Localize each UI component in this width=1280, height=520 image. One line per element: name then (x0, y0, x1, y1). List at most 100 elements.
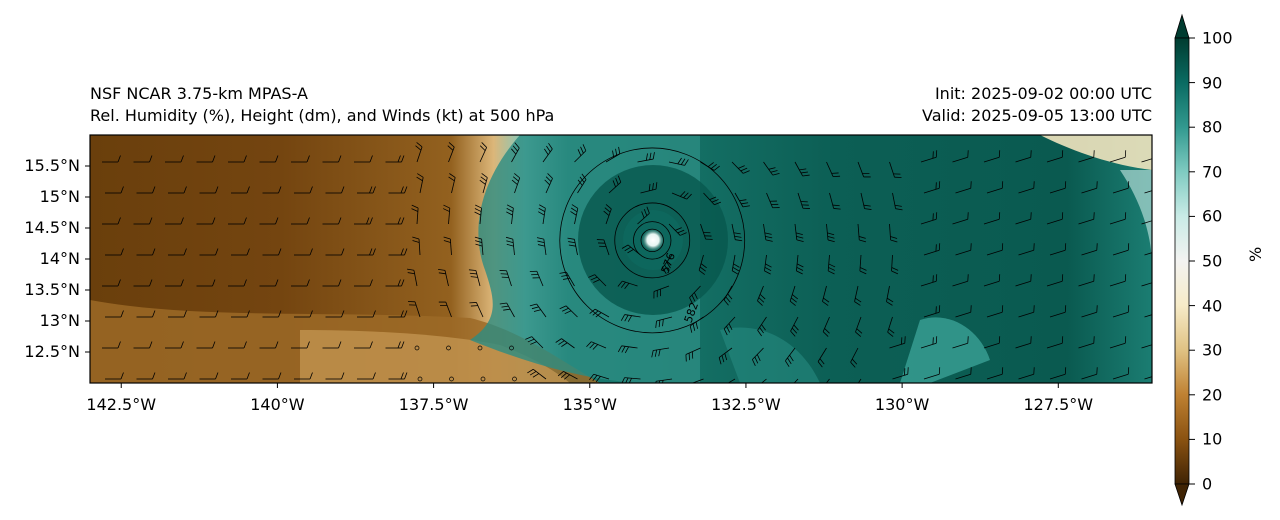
wind-barb (407, 301, 421, 318)
wind-barb (1078, 212, 1095, 225)
wind-barb (443, 204, 451, 225)
wind-barb (388, 248, 408, 256)
lon-tick-label: 135°W (562, 395, 617, 414)
wind-barb (412, 236, 421, 256)
wind-barb (102, 279, 121, 287)
wind-barb (1144, 252, 1152, 256)
humidity-field (90, 135, 1152, 383)
lon-tick-label: 140°W (250, 395, 305, 414)
wind-barb (651, 347, 670, 358)
wind-barb (1046, 274, 1064, 287)
wind-barb (983, 212, 1001, 225)
lat-tick-label: 13.5°N (24, 280, 80, 299)
wind-barb (920, 150, 938, 163)
wind-barb (325, 372, 345, 380)
wind-barb (416, 173, 424, 194)
wind-barb (955, 243, 972, 256)
wind-barb (259, 217, 279, 225)
wind-barb (1141, 158, 1152, 163)
wind-barb (620, 314, 641, 322)
wind-barb (1078, 274, 1095, 287)
wind-barb (850, 347, 859, 368)
wind-barb (199, 248, 219, 256)
wind-barb (889, 223, 898, 243)
wind-barb (474, 204, 482, 225)
wind-barb (133, 341, 153, 349)
wind-barb (826, 161, 841, 177)
calm-wind-marker (480, 376, 486, 382)
wind-barb (589, 373, 610, 383)
wind-barb (889, 336, 906, 349)
wind-barb (757, 285, 766, 306)
wind-barb (952, 274, 969, 287)
wind-barb (857, 161, 871, 178)
wind-barb (322, 279, 342, 287)
wind-barb (469, 302, 484, 318)
wind-barb (231, 310, 250, 318)
wind-barb (923, 305, 941, 318)
wind-barb (797, 192, 810, 209)
wind-barb (731, 161, 750, 174)
wind-barb (1112, 243, 1130, 256)
wind-barb (986, 305, 1004, 318)
wind-barb (199, 186, 219, 194)
wind-barb (544, 173, 553, 194)
colorbar-tick-label: 60 (1202, 206, 1223, 226)
lon-tick-label: 142.5°W (86, 395, 157, 414)
wind-barb (1049, 305, 1067, 318)
wind-barb (168, 186, 187, 194)
wind-barb (826, 223, 835, 243)
colorbar-tick-label: 0 (1202, 474, 1213, 494)
wind-barb (438, 268, 449, 287)
wind-barb (1141, 282, 1152, 287)
wind-barb (986, 367, 1004, 380)
wind-barb (168, 248, 187, 256)
wind-barb (133, 279, 153, 287)
wind-barb (133, 217, 153, 225)
wind-barb (468, 269, 481, 287)
wind-barb (1018, 181, 1035, 194)
wind-barb (1049, 243, 1067, 256)
wind-barb (653, 285, 670, 299)
wind-barb (231, 372, 250, 380)
model-title: NSF NCAR 3.75-km MPAS-A (90, 84, 308, 103)
colorbar-tick-marks (1189, 37, 1195, 485)
wind-barb (357, 248, 376, 256)
wind-barb (825, 378, 830, 383)
wind-barb (685, 347, 701, 362)
wind-barb (859, 254, 867, 275)
wind-barb (322, 217, 342, 225)
wind-barb (983, 336, 1001, 349)
wind-barb (196, 341, 216, 349)
wind-barb (291, 217, 310, 225)
wind-barb (854, 285, 862, 306)
wind-barb (262, 310, 282, 318)
wind-barb (723, 316, 736, 336)
wind-barb (857, 223, 867, 243)
wind-barb (1078, 150, 1095, 163)
wind-barb (920, 212, 938, 225)
wind-barb (570, 204, 579, 225)
wind-barb (886, 285, 894, 306)
wind-barb (511, 173, 521, 194)
wind-barb (1081, 305, 1098, 318)
wind-barb (354, 341, 373, 349)
wind-barb (923, 243, 941, 256)
wind-barb (536, 237, 547, 256)
wind-barb (259, 341, 279, 349)
height-contour (559, 147, 746, 334)
lon-tick-label: 137.5°W (398, 395, 469, 414)
wind-barb (637, 206, 650, 225)
wind-barb (165, 217, 184, 225)
wind-barb (228, 155, 247, 163)
wind-barb (294, 372, 313, 380)
lat-tick-label: 14.5°N (24, 218, 80, 237)
wind-barb (196, 217, 216, 225)
wind-barb (479, 173, 488, 194)
wind-barb (1109, 212, 1127, 225)
wind-barb (766, 192, 780, 209)
wind-barb (827, 254, 836, 275)
lat-tick-label: 15.5°N (24, 156, 80, 175)
wind-barb (860, 192, 872, 210)
colorbar-tick-label: 70 (1202, 162, 1223, 182)
